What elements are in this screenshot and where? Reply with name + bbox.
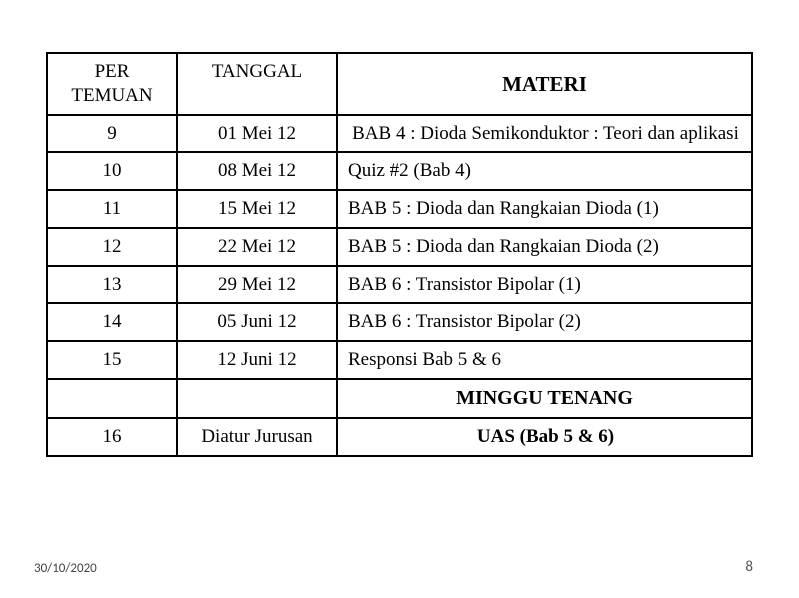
- cell-pertemuan-empty: [47, 379, 177, 418]
- cell-pertemuan: 13: [47, 266, 177, 304]
- cell-pertemuan: 14: [47, 303, 177, 341]
- cell-tanggal: 15 Mei 12: [177, 190, 337, 228]
- cell-tanggal: 05 Juni 12: [177, 303, 337, 341]
- cell-materi: Quiz #2 (Bab 4): [337, 152, 752, 190]
- cell-minggu-tenang: MINGGU TENANG: [337, 379, 752, 418]
- cell-pertemuan: 10: [47, 152, 177, 190]
- header-materi: MATERI: [337, 53, 752, 115]
- header-pertemuan-line1: PER: [95, 61, 130, 82]
- cell-pertemuan: 16: [47, 418, 177, 456]
- cell-tanggal: 08 Mei 12: [177, 152, 337, 190]
- cell-tanggal: Diatur Jurusan: [177, 418, 337, 456]
- header-pertemuan-line2: TEMUAN: [71, 85, 152, 106]
- header-tanggal: TANGGAL: [177, 53, 337, 115]
- cell-pertemuan: 9: [47, 115, 177, 153]
- table-row: 10 08 Mei 12 Quiz #2 (Bab 4): [47, 152, 752, 190]
- cell-tanggal: 12 Juni 12: [177, 341, 337, 379]
- cell-tanggal-empty: [177, 379, 337, 418]
- cell-materi: BAB 6 : Transistor Bipolar (1): [337, 266, 752, 304]
- cell-tanggal: 01 Mei 12: [177, 115, 337, 153]
- cell-materi: Responsi Bab 5 & 6: [337, 341, 752, 379]
- table-row: 14 05 Juni 12 BAB 6 : Transistor Bipolar…: [47, 303, 752, 341]
- table-row: 9 01 Mei 12 BAB 4 : Dioda Semikonduktor …: [47, 115, 752, 153]
- header-pertemuan: PER TEMUAN: [47, 53, 177, 115]
- cell-materi: BAB 5 : Dioda dan Rangkaian Dioda (1): [337, 190, 752, 228]
- table-header-row: PER TEMUAN TANGGAL MATERI: [47, 53, 752, 115]
- footer-page-number: 8: [745, 558, 753, 576]
- cell-materi: BAB 4 : Dioda Semikonduktor : Teori dan …: [337, 115, 752, 153]
- table-row: 15 12 Juni 12 Responsi Bab 5 & 6: [47, 341, 752, 379]
- table-row: 12 22 Mei 12 BAB 5 : Dioda dan Rangkaian…: [47, 228, 752, 266]
- cell-uas: UAS (Bab 5 & 6): [337, 418, 752, 456]
- cell-materi: BAB 6 : Transistor Bipolar (2): [337, 303, 752, 341]
- cell-pertemuan: 11: [47, 190, 177, 228]
- table-row: 13 29 Mei 12 BAB 6 : Transistor Bipolar …: [47, 266, 752, 304]
- cell-pertemuan: 15: [47, 341, 177, 379]
- table-row-uas: 16 Diatur Jurusan UAS (Bab 5 & 6): [47, 418, 752, 456]
- cell-pertemuan: 12: [47, 228, 177, 266]
- schedule-table: PER TEMUAN TANGGAL MATERI 9 01 Mei 12 BA…: [46, 52, 753, 457]
- footer-date: 30/10/2020: [34, 561, 97, 576]
- table-row: 11 15 Mei 12 BAB 5 : Dioda dan Rangkaian…: [47, 190, 752, 228]
- cell-materi: BAB 5 : Dioda dan Rangkaian Dioda (2): [337, 228, 752, 266]
- cell-tanggal: 29 Mei 12: [177, 266, 337, 304]
- cell-tanggal: 22 Mei 12: [177, 228, 337, 266]
- table-row-minggu-tenang: MINGGU TENANG: [47, 379, 752, 418]
